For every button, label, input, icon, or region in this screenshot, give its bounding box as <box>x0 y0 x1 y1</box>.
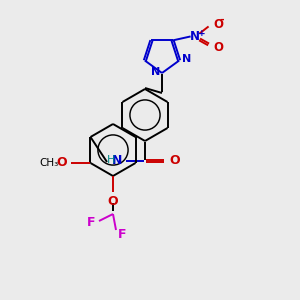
Text: O: O <box>214 18 224 31</box>
Text: F: F <box>86 215 95 229</box>
Text: N: N <box>182 54 191 64</box>
Text: N: N <box>112 154 122 167</box>
Text: CH₃: CH₃ <box>39 158 58 168</box>
Text: +: + <box>198 29 206 38</box>
Text: O: O <box>169 154 180 167</box>
Text: H: H <box>106 155 115 165</box>
Text: O: O <box>214 41 224 54</box>
Text: -: - <box>219 14 224 24</box>
Text: N: N <box>151 67 160 77</box>
Text: N: N <box>190 30 200 43</box>
Text: O: O <box>108 195 118 208</box>
Text: O: O <box>57 157 68 169</box>
Text: F: F <box>118 227 127 241</box>
